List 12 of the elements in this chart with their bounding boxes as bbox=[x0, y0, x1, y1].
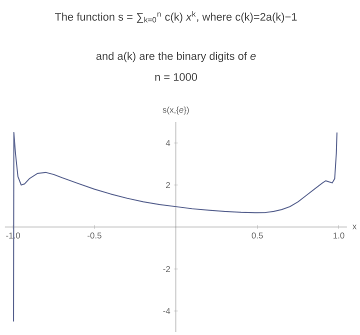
text: n = 1000 bbox=[155, 73, 198, 81]
y-tick-label: -4 bbox=[163, 308, 170, 314]
chart-title: The function s = ∑$_{k=0}$$^{n}$ c(k) x$^{k}$, where c(k)=2a(k)−1 bbox=[54, 11, 297, 23]
x-axis-title: x bbox=[352, 224, 357, 230]
y-tick-label: 4 bbox=[166, 140, 170, 146]
chart-subtitle: and a(k) are the binary digits of e bbox=[96, 52, 256, 62]
x-tick-label: 1.0 bbox=[334, 232, 344, 239]
y-tick-label: -2 bbox=[163, 266, 170, 272]
y-tick-label: 2 bbox=[166, 182, 170, 188]
x-tick-label: 0.5 bbox=[252, 232, 263, 239]
y-axis-title: s(x,{e}) bbox=[162, 106, 189, 114]
x-tick-label: -0.5 bbox=[88, 232, 102, 239]
